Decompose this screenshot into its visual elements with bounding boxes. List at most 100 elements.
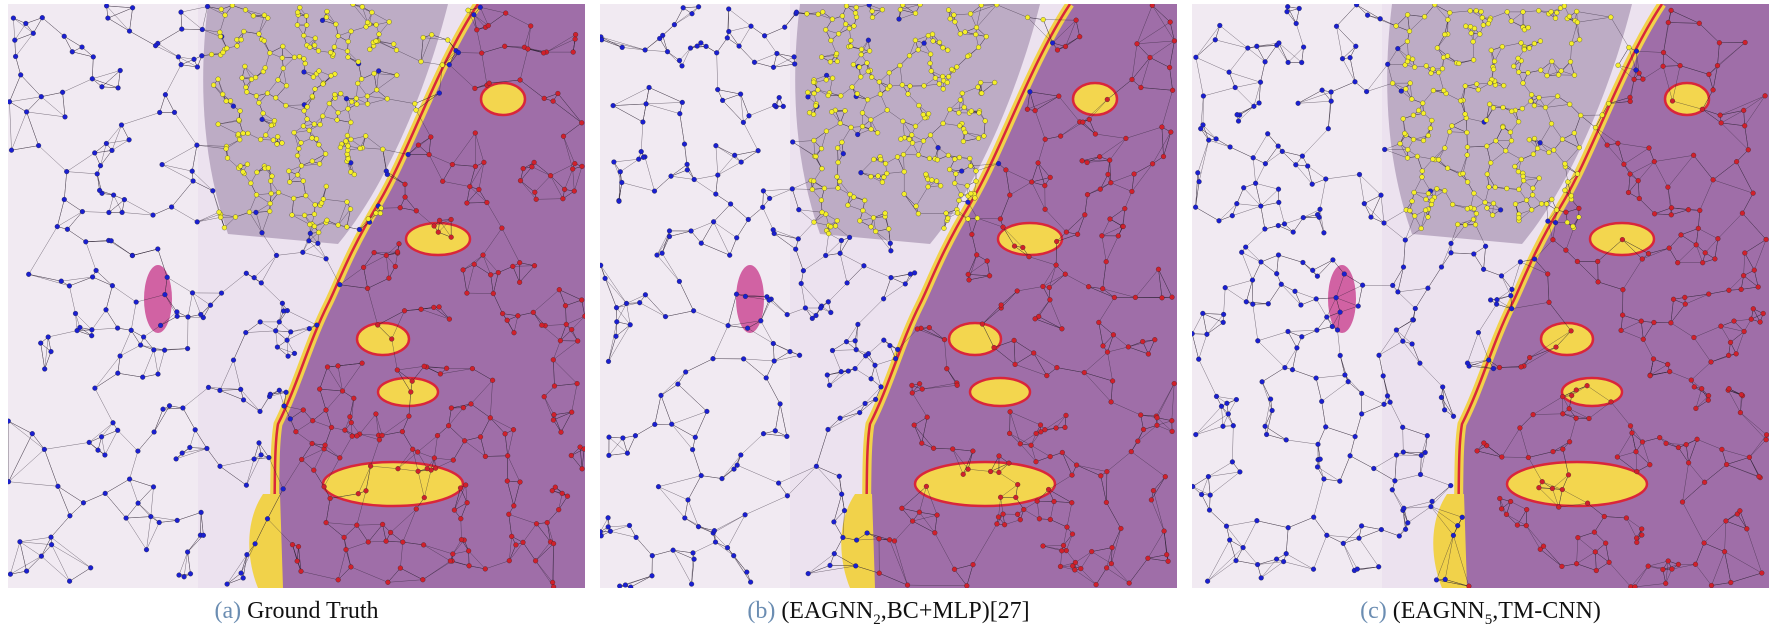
graph-node — [1434, 186, 1440, 192]
graph-node — [1515, 55, 1521, 61]
graph-node — [1257, 79, 1264, 85]
graph-node — [1575, 535, 1581, 541]
graph-node — [840, 151, 846, 157]
graph-node — [837, 415, 843, 421]
graph-node — [954, 382, 960, 388]
graph-node — [793, 246, 799, 252]
graph-node — [109, 283, 115, 289]
graph-node — [1234, 201, 1240, 207]
graph-node — [1276, 199, 1282, 205]
graph-node — [115, 427, 121, 433]
graph-node — [1400, 424, 1406, 430]
graph-node — [243, 482, 249, 488]
graph-node — [886, 70, 892, 76]
caption: (c) (EAGNN5,TM-CNN) — [1192, 598, 1769, 629]
vessel — [1328, 265, 1356, 333]
graph-node — [1518, 156, 1524, 162]
graph-node — [944, 79, 950, 86]
graph-node — [1530, 185, 1536, 191]
graph-node — [320, 113, 326, 119]
graph-node — [1300, 215, 1306, 221]
graph-node — [166, 403, 173, 409]
graph-node — [1328, 98, 1334, 104]
graph-node — [1129, 188, 1135, 195]
graph-node — [840, 534, 846, 541]
graph-node — [1254, 43, 1260, 49]
graph-node — [960, 138, 966, 144]
graph-node — [1530, 151, 1536, 157]
graph-node — [1486, 184, 1492, 190]
graph-node — [1033, 459, 1039, 465]
graph-node — [813, 103, 819, 109]
graph-node — [952, 156, 958, 162]
graph-node — [766, 297, 772, 303]
graph-node — [556, 507, 562, 513]
vessel — [144, 265, 172, 333]
graph-node — [1566, 406, 1572, 412]
graph-node — [637, 300, 643, 306]
graph-node — [1014, 288, 1020, 294]
graph-node — [1347, 453, 1353, 459]
graph-node — [1472, 222, 1479, 228]
graph-node — [1651, 159, 1657, 165]
graph-node — [579, 466, 585, 472]
graph-node — [1047, 516, 1053, 523]
graph-node — [199, 53, 205, 59]
graph-node — [1135, 438, 1141, 444]
graph-node — [477, 434, 484, 440]
graph-node — [343, 96, 350, 102]
graph-node — [636, 156, 642, 162]
graph-node — [1293, 20, 1299, 27]
graph-node — [1459, 514, 1465, 520]
graph-node — [1132, 294, 1138, 300]
graph-node — [1305, 163, 1311, 169]
graph-node — [301, 69, 307, 75]
graph-node — [676, 278, 682, 284]
graph-node — [1262, 59, 1268, 65]
graph-node — [884, 170, 890, 177]
graph-node — [314, 322, 320, 328]
graph-node — [921, 83, 927, 89]
graph-node — [1481, 440, 1487, 446]
graph-node — [657, 35, 663, 42]
graph-node — [316, 229, 322, 235]
graph-node — [1636, 195, 1642, 202]
graph-node — [884, 107, 890, 113]
graph-node — [1450, 201, 1456, 208]
graph-node — [935, 145, 941, 151]
graph-node — [141, 334, 147, 340]
graph-node — [487, 415, 493, 421]
graph-node — [1040, 543, 1046, 549]
graph-node — [1608, 399, 1614, 405]
graph-node — [1530, 192, 1536, 198]
graph-node — [1311, 514, 1317, 520]
graph-node — [828, 309, 834, 316]
graph-node — [624, 450, 630, 456]
graph-node — [194, 219, 200, 225]
graph-node — [1333, 23, 1340, 29]
graph-node — [1220, 423, 1226, 429]
graph-node — [628, 584, 634, 588]
graph-node — [1660, 566, 1666, 573]
graph-node — [286, 168, 292, 174]
graph-node — [1638, 318, 1644, 324]
graph-node — [271, 118, 278, 124]
graph-node — [1744, 526, 1750, 532]
graph-node — [927, 60, 933, 66]
graph-node — [279, 300, 285, 306]
graph-node — [354, 101, 360, 107]
graph-node — [280, 65, 286, 71]
graph-node — [734, 235, 740, 241]
gland — [376, 376, 440, 408]
graph-node — [17, 539, 23, 545]
graph-node — [1712, 256, 1718, 262]
graph-node — [1033, 430, 1039, 437]
graph-node — [405, 151, 411, 158]
graph-node — [1368, 214, 1374, 220]
graph-node — [328, 49, 334, 56]
graph-node — [472, 85, 478, 91]
graph-node — [410, 446, 416, 452]
graph-node — [1098, 473, 1104, 479]
graph-node — [936, 39, 943, 45]
graph-node — [331, 44, 337, 50]
